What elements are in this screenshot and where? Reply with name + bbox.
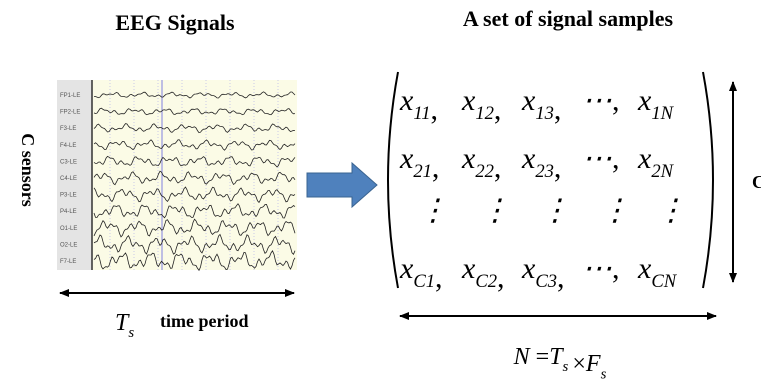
symbol-base: x [521,252,536,285]
separator: , [432,151,440,184]
channel-label: C4-LE [60,176,77,182]
channel-label: FP1-LE [60,93,80,99]
matrix-symbol: ⋮ [600,194,630,227]
matrix-symbol: ⋯, [582,84,620,117]
channel-label: F3-LE [60,126,76,132]
symbol-base: x [521,142,536,175]
separator: , [497,261,505,294]
separator: , [554,151,562,184]
matrix-symbol: ⋮ [480,194,510,227]
page: {"left":{"title":"EEG Signals","y_label"… [0,0,761,380]
matrix-symbol: ⋮ [540,194,570,227]
symbol-base: x [399,252,414,285]
formula-times: × [572,351,586,377]
matrix-entry: x11, [399,84,438,126]
separator: , [557,261,565,294]
symbol-base: x [637,84,652,117]
symbol-base: F [585,351,601,377]
separator: , [494,93,502,126]
ts-label: Ts [115,310,134,341]
sensors-label: C sensors [18,133,38,207]
matrix: x11,x12,x13,⋯,x1Nx21,x22,x23,⋯,x2N⋮⋮⋮⋮⋮x… [399,84,686,294]
row-dim: C [752,172,761,192]
separator: , [612,84,620,117]
channel-label: O2-LE [60,242,77,248]
symbol-sub: s [563,359,569,375]
separator: , [435,261,443,294]
symbol-sub: C1 [413,271,435,292]
symbol-sub: CN [651,271,677,292]
flow-arrow [307,163,377,207]
matrix-entry: x23, [521,142,561,184]
matrix-symbol: ⋯, [582,252,620,285]
channel-label: O1-LE [60,226,77,232]
symbol-base: x [399,84,414,117]
symbol-sub: C2 [475,271,497,292]
eeg-panel [57,80,297,270]
matrix-entry: x2N [637,142,675,182]
channel-label: C3-LE [60,159,77,165]
matrix-entry: xC2, [461,252,505,294]
right-paren [703,72,713,288]
symbol-base: x [399,142,414,175]
symbol-sub: 2N [651,161,674,182]
formula-eq: = [536,344,550,370]
separator: , [431,93,439,126]
diagram: EEG Signals A set of signal samples C se… [0,0,761,380]
symbol-sub: 13 [535,103,554,124]
symbol-base: x [521,84,536,117]
channel-label: FP2-LE [60,110,80,116]
channel-label: F4-LE [60,143,76,149]
formula-lhs: N [513,344,532,370]
symbol-base: x [637,252,652,285]
separator: , [494,151,502,184]
formula: N=Ts×Fs [513,344,607,380]
symbol-sub: 22 [475,161,494,182]
channel-label: F7-LE [60,259,76,265]
separator: , [554,93,562,126]
separator: , [612,252,620,285]
matrix-entry: x1N [637,84,675,124]
channel-label: P4-LE [60,209,77,215]
symbol-sub: 1N [651,103,674,124]
symbol-sub: 12 [475,103,494,124]
matrix-entry: xCN [637,252,678,292]
matrix-symbol: ⋮ [418,194,448,227]
left-paren [388,72,398,288]
matrix-entry: x13, [521,84,561,126]
matrix-entry: x21, [399,142,439,184]
symbol-base: x [461,142,476,175]
symbol-sub: C3 [535,271,557,292]
matrix-entry: xC3, [521,252,565,294]
samples-title: A set of signal samples [463,6,674,31]
symbol-base: x [461,84,476,117]
matrix-symbol: ⋮ [656,194,686,227]
matrix-symbol: ⋯, [582,142,620,175]
symbol-sub: 23 [535,161,554,182]
separator: , [612,142,620,175]
symbol-sub: 11 [413,103,430,124]
eeg-title: EEG Signals [115,10,235,35]
matrix-entry: x12, [461,84,501,126]
symbol-sub: 21 [413,161,432,182]
symbol-sub: s [601,366,607,380]
time-caption: time period [160,311,248,331]
symbol-sub: s [128,325,134,341]
channel-label: P3-LE [60,193,77,199]
symbol-base: x [637,142,652,175]
matrix-entry: xC1, [399,252,443,294]
symbol-base: x [461,252,476,285]
matrix-entry: x22, [461,142,501,184]
